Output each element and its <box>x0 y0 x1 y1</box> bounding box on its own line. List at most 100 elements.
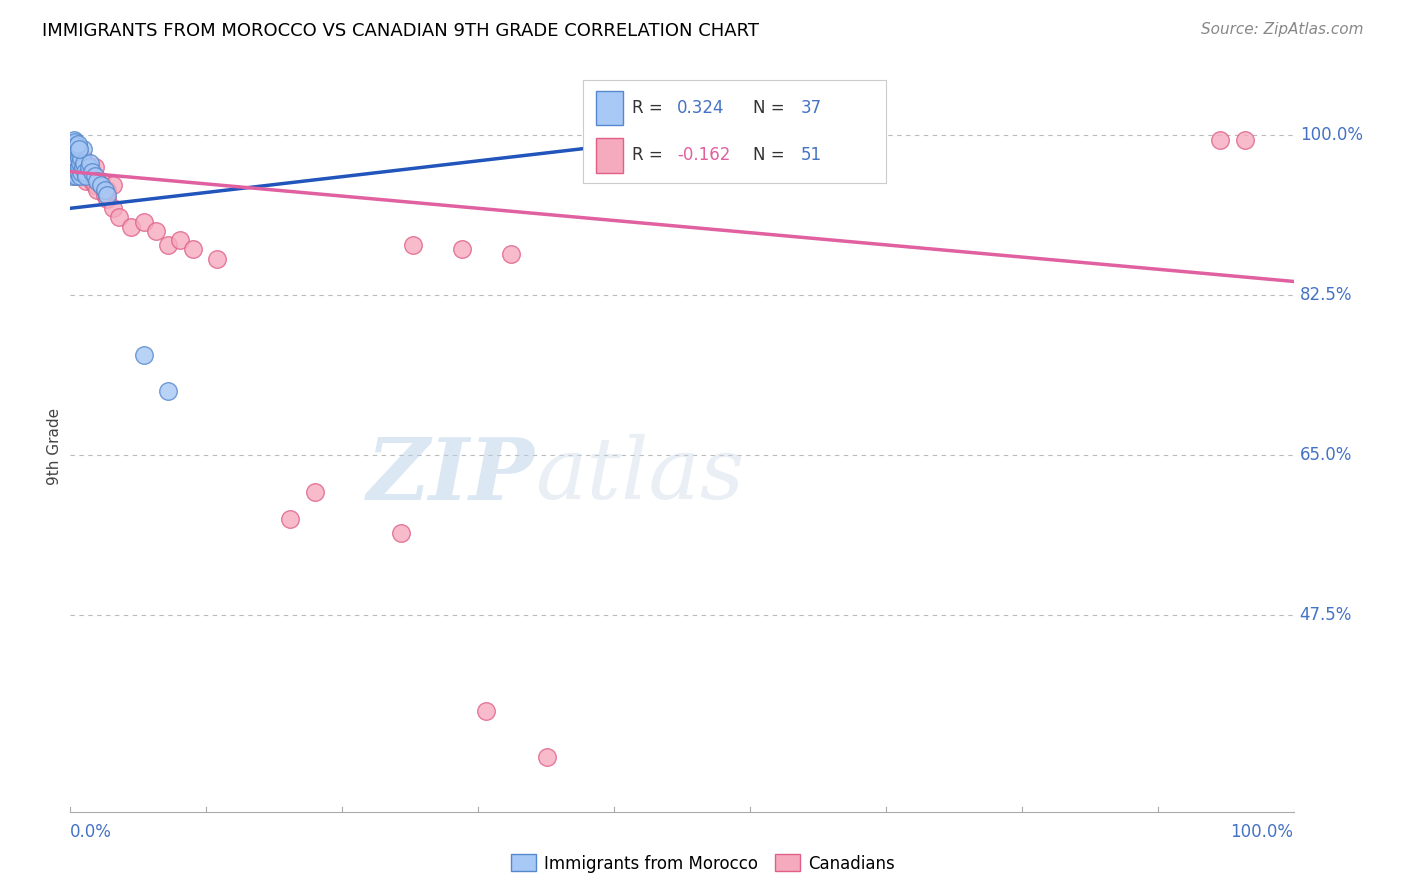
Point <box>157 384 180 399</box>
Point <box>402 238 425 252</box>
Point <box>132 215 155 229</box>
Point <box>169 233 191 247</box>
Point <box>63 137 86 152</box>
Text: 37: 37 <box>801 99 823 117</box>
Point <box>72 160 94 174</box>
Point <box>83 160 105 174</box>
Point <box>280 512 302 526</box>
Point <box>73 155 96 169</box>
Point <box>63 136 86 150</box>
Point <box>73 155 96 169</box>
Point <box>83 169 105 184</box>
Point <box>70 164 93 178</box>
Point <box>62 155 84 169</box>
Point <box>475 704 498 718</box>
Point <box>82 174 104 188</box>
Point <box>65 146 87 161</box>
Point <box>77 164 100 178</box>
Point <box>65 151 87 165</box>
Point <box>181 243 204 257</box>
Point <box>72 160 94 174</box>
Point <box>63 137 86 152</box>
Text: R =: R = <box>631 99 668 117</box>
Point <box>450 243 472 257</box>
FancyBboxPatch shape <box>596 137 623 173</box>
Point <box>62 164 84 178</box>
Text: 100.0%: 100.0% <box>1299 126 1362 145</box>
Point <box>65 169 87 184</box>
Text: 82.5%: 82.5% <box>1299 286 1353 304</box>
Point <box>90 178 112 193</box>
Point <box>93 187 115 202</box>
Point <box>75 174 97 188</box>
Text: R =: R = <box>631 146 668 164</box>
Point <box>90 178 112 193</box>
Point <box>67 160 90 174</box>
Text: 51: 51 <box>801 146 823 164</box>
Point <box>67 151 90 165</box>
Point <box>93 183 115 197</box>
Point <box>96 192 118 206</box>
Point <box>63 142 86 156</box>
Point <box>101 178 124 193</box>
Point <box>536 749 558 764</box>
Point <box>157 238 180 252</box>
Point <box>63 142 86 156</box>
Text: N =: N = <box>752 99 790 117</box>
Text: 100.0%: 100.0% <box>1230 822 1294 840</box>
Point <box>70 151 93 165</box>
Text: -0.162: -0.162 <box>678 146 731 164</box>
Point <box>66 164 89 178</box>
Point <box>304 484 326 499</box>
Point <box>63 169 86 184</box>
Point <box>73 160 96 174</box>
Point <box>145 224 167 238</box>
Point <box>83 178 105 193</box>
Point <box>79 155 101 169</box>
Text: 0.324: 0.324 <box>678 99 724 117</box>
Point <box>66 146 89 161</box>
Point <box>60 169 83 184</box>
Point <box>1209 133 1232 147</box>
Point <box>67 142 90 156</box>
Point <box>86 183 108 197</box>
Point <box>389 525 412 540</box>
Text: 65.0%: 65.0% <box>1299 446 1353 464</box>
Point <box>96 183 118 197</box>
Point <box>86 174 108 188</box>
Point <box>205 252 228 266</box>
Point <box>66 137 89 152</box>
Point <box>65 139 87 153</box>
Point <box>70 151 93 165</box>
Point <box>66 146 89 161</box>
Text: N =: N = <box>752 146 790 164</box>
Point <box>499 247 522 261</box>
Text: atlas: atlas <box>536 434 744 516</box>
Text: ZIP: ZIP <box>367 434 536 517</box>
Point <box>101 202 124 216</box>
Point <box>69 169 91 184</box>
Point <box>79 160 101 174</box>
Point <box>108 211 131 225</box>
Point <box>76 164 98 178</box>
Text: 0.0%: 0.0% <box>70 822 112 840</box>
Point <box>65 151 87 165</box>
Point <box>63 155 86 169</box>
Point <box>69 155 91 169</box>
Point <box>63 133 86 147</box>
Point <box>82 169 104 184</box>
Point <box>72 151 94 165</box>
Point <box>132 348 155 362</box>
Point <box>121 219 143 234</box>
Point <box>69 155 91 169</box>
Text: IMMIGRANTS FROM MOROCCO VS CANADIAN 9TH GRADE CORRELATION CHART: IMMIGRANTS FROM MOROCCO VS CANADIAN 9TH … <box>42 22 759 40</box>
Point <box>70 160 93 174</box>
Point <box>63 160 86 174</box>
Point <box>1233 133 1256 147</box>
Point <box>69 169 91 184</box>
FancyBboxPatch shape <box>596 91 623 126</box>
Point <box>82 164 104 178</box>
Point <box>77 160 100 174</box>
Point <box>67 142 90 156</box>
Point <box>63 160 86 174</box>
